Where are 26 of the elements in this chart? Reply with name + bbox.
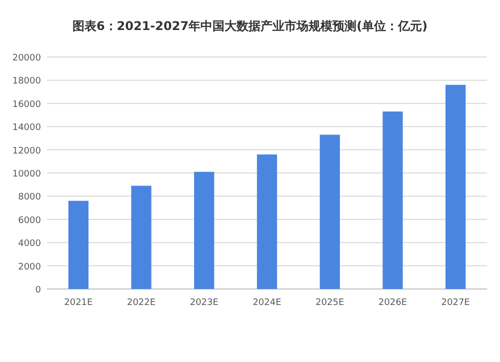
x-tick-label: 2024E (252, 298, 282, 308)
y-tick-label: 12000 (12, 146, 42, 156)
bar (68, 200, 88, 289)
bar (194, 172, 214, 289)
x-tick-label: 2027E (441, 298, 470, 308)
y-tick-label: 10000 (12, 170, 42, 180)
x-tick-label: 2022E (126, 298, 156, 308)
y-tick-label: 8000 (18, 192, 42, 203)
y-tick-label: 2000 (18, 262, 42, 272)
bar (256, 154, 278, 289)
y-tick-label: 4000 (18, 239, 42, 250)
x-tick-label: 2026E (378, 298, 408, 308)
bar (131, 186, 152, 289)
x-tick-label: 2021E (64, 298, 94, 308)
y-tick-label: 14000 (12, 123, 42, 134)
bar (446, 84, 466, 289)
bar (320, 134, 340, 289)
y-tick-label: 0 (35, 286, 42, 296)
y-tick-label: 20000 (12, 54, 42, 64)
y-tick-label: 16000 (12, 100, 42, 110)
x-tick-label: 2023E (190, 298, 219, 308)
bar (382, 112, 403, 289)
x-tick-label: 2025E (316, 298, 344, 308)
chart-title: 图表6：2021-2027年中国大数据产业市场规模预测(单位：亿元) (72, 19, 428, 33)
y-tick-label: 6000 (18, 216, 42, 226)
y-tick-label: 18000 (12, 76, 42, 87)
